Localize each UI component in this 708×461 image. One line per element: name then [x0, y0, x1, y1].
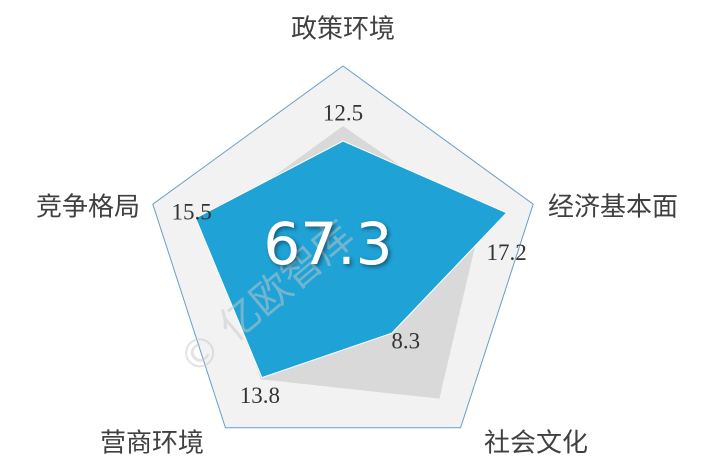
radar-area: [194, 140, 508, 379]
value-label: 17.2: [486, 240, 526, 265]
total-label: 67.3: [263, 210, 392, 278]
category-label: 经济基本面: [548, 193, 678, 223]
category-label: 竞争格局: [36, 193, 140, 223]
value-label: 12.5: [323, 100, 363, 125]
category-label: 社会文化: [484, 429, 588, 459]
value-label: 15.5: [171, 199, 211, 224]
value-label: 8.3: [391, 328, 420, 353]
category-label: 政策环境: [291, 15, 395, 45]
category-label: 营商环境: [100, 429, 204, 459]
value-label: 13.8: [240, 383, 280, 408]
